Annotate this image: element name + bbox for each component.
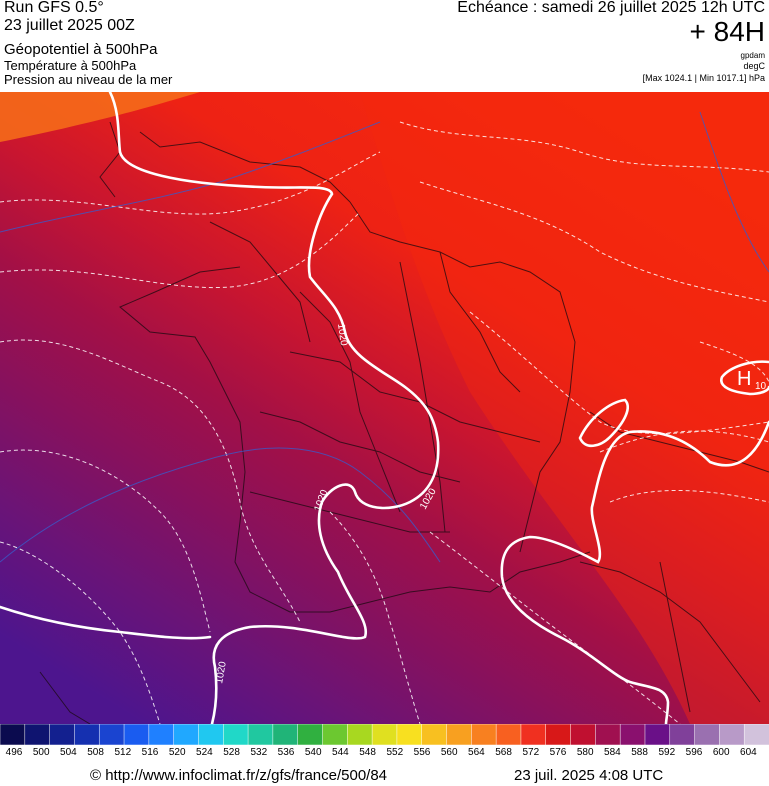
color-scale-swatch: [123, 724, 150, 745]
temperature-isotherms: [0, 121, 769, 724]
color-scale-swatch: [570, 724, 597, 745]
isobar-label: 1020: [214, 660, 229, 684]
unit-geopotential: gpdam: [740, 51, 765, 60]
color-scale-swatch: [0, 724, 26, 745]
color-scale-swatch: [74, 724, 101, 745]
variable-pressure-label: Pression au niveau de la mer: [4, 72, 173, 87]
color-scale: [0, 724, 769, 745]
color-scale-swatch: [471, 724, 497, 745]
color-scale-swatch: [223, 724, 249, 745]
color-scale-label: 596: [685, 747, 703, 758]
blue-contours: [0, 111, 769, 563]
forecast-map: 1020 1020 1020 1020 H 10: [0, 92, 769, 724]
color-scale-label: 604: [740, 747, 757, 758]
variable-temperature-label: Température à 500hPa: [4, 58, 137, 73]
color-scale-swatch: [297, 724, 324, 745]
color-scale-label: 540: [304, 747, 322, 758]
color-scale-label: 524: [196, 747, 213, 758]
color-scale-label: 528: [223, 747, 240, 758]
color-scale-swatch: [247, 724, 274, 745]
color-scale-swatch: [669, 724, 696, 745]
color-scale-swatch: [24, 724, 51, 745]
color-scale-label: 544: [332, 747, 349, 758]
color-scale-swatch: [272, 724, 299, 745]
color-scale-label: 548: [359, 747, 376, 758]
color-scale-label: 556: [413, 747, 431, 758]
color-scale-swatch: [421, 724, 448, 745]
color-scale-label: 512: [114, 747, 132, 758]
color-scale-label: 580: [576, 747, 594, 758]
color-scale-swatch: [322, 724, 349, 745]
color-scale-swatch: [396, 724, 423, 745]
variable-geopotential-label: Géopotentiel à 500hPa: [4, 41, 158, 58]
pressure-max-min: [Max 1024.1 | Min 1017.1] hPa: [642, 73, 765, 83]
color-scale-swatch: [495, 724, 522, 745]
run-title: Run GFS 0.5°: [4, 0, 104, 16]
color-scale-swatch: [694, 724, 721, 745]
color-scale-swatch: [595, 724, 622, 745]
color-scale-swatch: [49, 724, 76, 745]
color-scale-label: 532: [250, 747, 268, 758]
color-scale-swatch: [198, 724, 225, 745]
color-scale-label: 600: [712, 747, 730, 758]
run-date: 23 juillet 2025 00Z: [4, 17, 135, 34]
color-scale-label: 560: [440, 747, 458, 758]
color-scale-label: 568: [495, 747, 512, 758]
lead-time: + 84H: [689, 16, 766, 47]
color-scale-label: 584: [604, 747, 621, 758]
color-scale-swatch: [619, 724, 646, 745]
color-scale-swatch: [545, 724, 572, 745]
color-scale-swatch: [347, 724, 373, 745]
color-scale-labels: 496 500 504 508 512 516 520 524 528 532 536 540 544 5…: [0, 747, 769, 763]
color-scale-label: 504: [60, 747, 77, 758]
color-scale-label: 536: [277, 747, 295, 758]
source-url[interactable]: © http://www.infoclimat.fr/z/gfs/france/…: [90, 767, 388, 784]
color-scale-label: 516: [141, 747, 159, 758]
color-scale-swatch: [446, 724, 473, 745]
header-panel: Run GFS 0.5° 23 juillet 2025 00Z Géopote…: [0, 0, 769, 92]
color-scale-label: 520: [168, 747, 186, 758]
coastlines-borders: [39, 121, 769, 724]
color-scale-swatch: [148, 724, 175, 745]
isobar-label: 1020: [335, 323, 349, 347]
color-scale-label: 500: [32, 747, 50, 758]
high-pressure-marker: H: [737, 368, 751, 390]
color-scale-swatch: [743, 724, 769, 745]
color-scale-label: 572: [522, 747, 540, 758]
color-scale-swatch: [173, 724, 200, 745]
color-scale-label: 496: [5, 747, 23, 758]
color-scale-swatch: [719, 724, 746, 745]
color-scale-swatch: [371, 724, 398, 745]
color-scale-swatch: [644, 724, 671, 745]
warm-region-east: [360, 92, 769, 724]
orange-corner: [0, 92, 200, 142]
color-scale-label: 576: [549, 747, 567, 758]
color-scale-label: 508: [87, 747, 104, 758]
color-scale-label: 588: [631, 747, 648, 758]
color-scale-swatch: [98, 724, 125, 745]
geopotential-field: [0, 92, 769, 724]
forecast-valid-time: Echéance : samedi 26 juillet 2025 12h UT…: [457, 0, 765, 16]
color-scale-label: 564: [468, 747, 485, 758]
generated-timestamp: 23 juil. 2025 4:08 UTC: [514, 767, 664, 784]
color-scale-label: 552: [386, 747, 404, 758]
isobars-1020: [0, 92, 769, 724]
color-scale-swatch: [520, 724, 547, 745]
unit-temperature: degC: [743, 61, 765, 71]
color-scale-label: 592: [658, 747, 676, 758]
high-pressure-value: 10: [755, 381, 767, 392]
